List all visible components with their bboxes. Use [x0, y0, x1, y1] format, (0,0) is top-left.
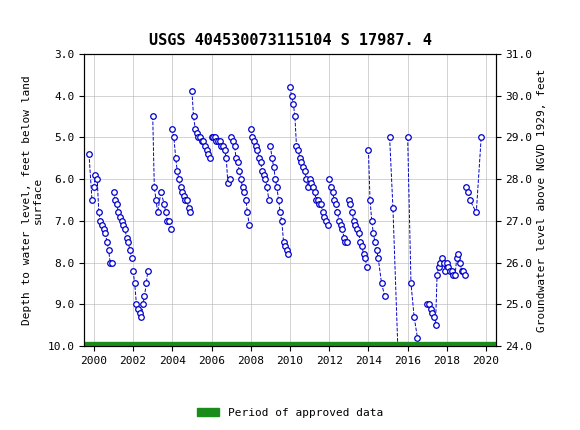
Legend: Period of approved data: Period of approved data: [193, 403, 387, 422]
Text: ≋ USGS: ≋ USGS: [3, 9, 63, 27]
Title: USGS 404530073115104 S 17987. 4: USGS 404530073115104 S 17987. 4: [148, 34, 432, 49]
Y-axis label: Depth to water level, feet below land
surface: Depth to water level, feet below land su…: [21, 75, 44, 325]
Y-axis label: Groundwater level above NGVD 1929, feet: Groundwater level above NGVD 1929, feet: [536, 68, 547, 332]
Text: USGS 404530073115104 S 17987. 4: USGS 404530073115104 S 17987. 4: [148, 0, 432, 2]
